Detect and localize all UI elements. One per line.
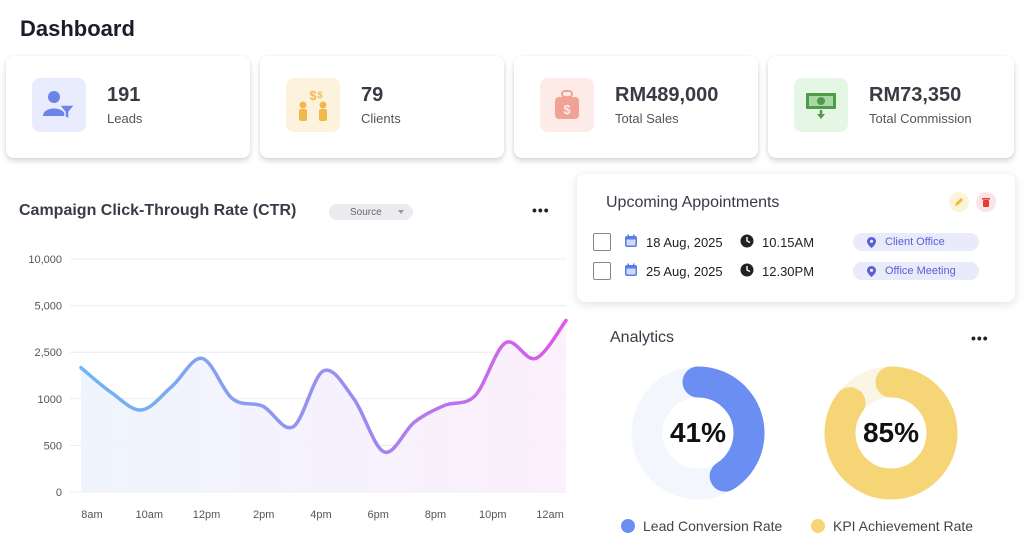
- analytics-title: Analytics: [610, 329, 675, 346]
- svg-text:$: $: [563, 102, 571, 117]
- legend-label: KPI Achievement Rate: [833, 518, 974, 534]
- ctr-more-options-icon[interactable]: •••: [532, 202, 550, 218]
- delete-icon[interactable]: [976, 192, 996, 212]
- x-tick-label: 10pm: [479, 509, 507, 521]
- source-filter-dropdown[interactable]: Source: [329, 204, 413, 220]
- y-tick-label: 500: [44, 440, 62, 452]
- stat-card-total-commission[interactable]: RM73,350 Total Commission: [768, 56, 1014, 158]
- ctr-line-chart: 0 500 1000 2,500 5,000 10,000 8am 10am 12pm 2pm 4…: [28, 254, 568, 521]
- ctr-area-fill: [81, 320, 566, 492]
- total-sales-label: Total Sales: [615, 111, 679, 126]
- appointment-checkbox[interactable]: [593, 262, 611, 280]
- stat-card-clients[interactable]: $ $ 79 Clients: [260, 56, 504, 158]
- appointment-location: Office Meeting: [885, 265, 956, 277]
- location-pin-icon: [867, 237, 876, 248]
- x-tick-label: 2pm: [253, 509, 274, 521]
- source-filter-label: Source: [350, 206, 382, 218]
- appointment-time: 12.30PM: [762, 264, 815, 279]
- appointment-row: 18 Aug, 2025 10.15AM Client Office: [593, 231, 1003, 253]
- total-sales-value: RM489,000: [615, 84, 719, 106]
- page-title: Dashboard: [20, 16, 135, 41]
- ctr-series-line: [79, 318, 568, 454]
- y-tick-label: 10,000: [28, 254, 62, 266]
- money-bag-icon: $: [540, 78, 594, 132]
- x-tick-label: 12pm: [193, 509, 221, 521]
- x-tick-label: 10am: [135, 509, 163, 521]
- location-pin-icon: [867, 266, 876, 277]
- kpi-achievement-donut: 85%: [823, 365, 959, 501]
- x-tick-label: 8am: [81, 509, 102, 521]
- total-commission-value: RM73,350: [869, 84, 962, 106]
- legend-dot: [621, 519, 635, 533]
- calendar-icon: [625, 234, 637, 247]
- appointment-location-badge[interactable]: Office Meeting: [853, 262, 979, 280]
- appointment-row: 25 Aug, 2025 12.30PM Office Meeting: [593, 260, 1003, 282]
- leads-label: Leads: [107, 111, 143, 126]
- appointments-title: Upcoming Appointments: [606, 194, 780, 211]
- y-tick-label: 0: [56, 487, 62, 499]
- upcoming-appointments-card: Upcoming Appointments 18 Aug, 2025 10.15…: [577, 174, 1015, 302]
- lead-conversion-donut: 41%: [630, 365, 766, 501]
- legend-lead-conversion: Lead Conversion Rate: [621, 518, 782, 534]
- y-tick-label: 5,000: [34, 301, 62, 313]
- clients-label: Clients: [361, 111, 401, 126]
- donut-value-arc: [824, 366, 958, 500]
- appointment-checkbox[interactable]: [593, 233, 611, 251]
- clients-value: 79: [361, 84, 384, 106]
- total-commission-label: Total Commission: [869, 111, 972, 126]
- legend-label: Lead Conversion Rate: [643, 518, 783, 534]
- leads-value: 191: [107, 84, 141, 106]
- chevron-down-icon: [398, 210, 404, 214]
- stat-card-leads[interactable]: 191 Leads: [6, 56, 250, 158]
- legend-dot: [811, 519, 825, 533]
- cash-icon: [794, 78, 848, 132]
- donut-value-arc: [631, 366, 765, 500]
- ctr-chart-title: Campaign Click-Through Rate (CTR): [19, 202, 297, 219]
- x-tick-label: 12am: [536, 509, 564, 521]
- svg-text:$: $: [309, 88, 317, 103]
- clock-icon: [740, 234, 754, 248]
- clock-icon: [740, 263, 754, 277]
- analytics-more-options-icon[interactable]: •••: [971, 330, 989, 346]
- stat-card-total-sales[interactable]: $ RM489,000 Total Sales: [514, 56, 758, 158]
- x-tick-label: 8pm: [425, 509, 446, 521]
- x-tick-label: 4pm: [310, 509, 331, 521]
- kpi-achievement-value: 85%: [862, 417, 920, 448]
- y-tick-label: 1000: [38, 394, 62, 406]
- appointment-location-badge[interactable]: Client Office: [853, 233, 979, 251]
- appointment-date: 18 Aug, 2025: [646, 235, 723, 250]
- calendar-icon: [625, 263, 637, 276]
- svg-text:$: $: [317, 90, 322, 100]
- clients-icon: $ $: [286, 78, 340, 132]
- appointment-location: Client Office: [885, 236, 945, 248]
- edit-icon[interactable]: [949, 192, 969, 212]
- appointment-time: 10.15AM: [762, 235, 815, 250]
- x-tick-label: 6pm: [368, 509, 389, 521]
- appointment-date: 25 Aug, 2025: [646, 264, 723, 279]
- legend-kpi-achievement: KPI Achievement Rate: [811, 518, 973, 534]
- lead-filter-icon: [32, 78, 86, 132]
- lead-conversion-value: 41%: [669, 417, 727, 448]
- y-tick-label: 2,500: [34, 347, 62, 359]
